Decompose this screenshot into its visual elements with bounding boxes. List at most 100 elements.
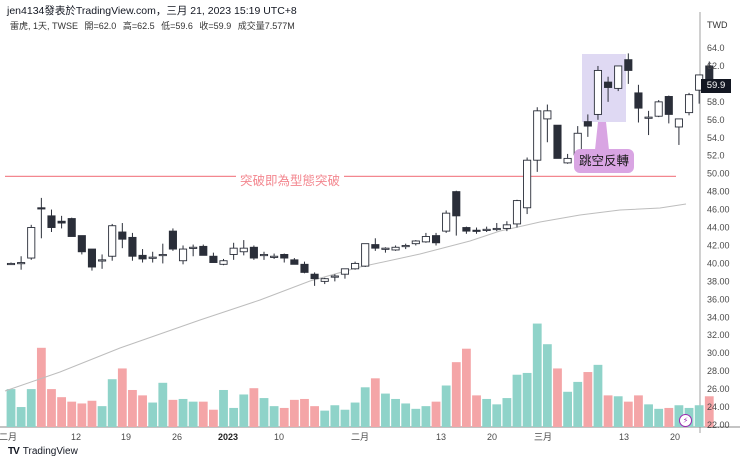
candle <box>189 244 198 257</box>
time-tick: 二月 <box>0 432 17 442</box>
volume-bar <box>644 404 653 427</box>
time-tick: 12 <box>71 432 81 442</box>
volume-bar <box>472 395 481 427</box>
price-tick: 26.00 <box>707 384 730 394</box>
candle <box>270 253 279 259</box>
volume-bar <box>168 399 178 427</box>
volume-bar <box>249 388 259 427</box>
volume-bar <box>542 344 552 427</box>
candle <box>624 53 633 84</box>
volume-bar <box>664 407 674 427</box>
volume-bar <box>158 382 168 427</box>
volume-bar <box>209 409 218 427</box>
candle <box>664 95 673 124</box>
volume-bar <box>441 385 451 427</box>
price-tick: 28.00 <box>707 366 730 376</box>
ohlc-legend: 雷虎, 1天, TWSE 開=62.0 高=62.5 低=59.6 收=59.9… <box>10 19 299 32</box>
candle <box>351 261 360 270</box>
legend-symbol: 雷虎, 1天, TWSE <box>10 21 79 31</box>
volume-bar <box>563 391 572 427</box>
volume-bar <box>482 398 492 427</box>
candle <box>391 245 400 251</box>
volume-bar <box>148 402 158 427</box>
candle <box>108 223 117 261</box>
volume-bar <box>381 393 390 427</box>
candle <box>199 244 208 256</box>
candle <box>17 256 26 270</box>
legend-close: 收=59.9 <box>199 21 232 31</box>
volume-bar <box>340 409 350 427</box>
volume-bar <box>573 381 583 427</box>
volume-bar <box>138 395 147 427</box>
volume-bar <box>26 389 36 427</box>
candle <box>482 226 491 233</box>
volume-bar <box>532 323 542 427</box>
candle <box>381 247 390 253</box>
tradingview-logo-icon: TV <box>8 446 20 457</box>
candle <box>300 261 309 274</box>
price-tick: 48.00 <box>707 187 730 197</box>
legend-volume: 成交量7.577M <box>237 21 295 31</box>
volume-bar <box>87 400 97 427</box>
lightning-icon[interactable]: ⚡ <box>679 414 692 427</box>
candle <box>27 224 36 260</box>
volume-bar <box>502 398 512 427</box>
volume-bar <box>310 406 319 427</box>
price-tick: 52.0 <box>707 151 725 161</box>
volume-bar <box>229 407 239 427</box>
candle <box>118 223 127 249</box>
volume-bar <box>370 378 380 427</box>
volume-bars <box>6 323 714 427</box>
candle <box>361 243 370 268</box>
tradingview-brand: TradingView <box>22 446 78 457</box>
footer-branding: TV TradingView <box>8 446 78 457</box>
candle <box>411 240 420 246</box>
price-tick: 24.00 <box>707 402 730 412</box>
volume-bar <box>674 405 684 427</box>
candle <box>553 124 562 159</box>
candle <box>37 197 46 239</box>
candle <box>604 76 613 102</box>
volume-bar <box>97 406 107 427</box>
candle <box>239 240 248 256</box>
time-tick: 10 <box>274 432 284 442</box>
candle <box>77 235 86 255</box>
candle <box>543 104 552 143</box>
volume-bar <box>6 389 16 427</box>
candle <box>674 118 683 145</box>
price-tick: 50.00 <box>707 169 730 179</box>
time-tick: 20 <box>670 432 680 442</box>
price-tick: 42.00 <box>707 240 730 250</box>
price-tick: 36.00 <box>707 294 730 304</box>
chart-publish-title: jen4134發表於TradingView.com，三月 21, 2023 15… <box>7 5 297 17</box>
time-tick: 13 <box>619 432 629 442</box>
volume-bar <box>391 398 400 427</box>
candle <box>168 228 177 251</box>
candle <box>209 252 218 263</box>
time-axis-ticks: 二月 12 19 26 2023 10 二月 13 20 三月 13 20 <box>0 432 680 442</box>
candle <box>644 110 653 136</box>
breakout-annotation: 突破即為型態突破 <box>236 170 345 189</box>
currency-label: TWD <box>707 20 728 30</box>
candle <box>684 92 694 116</box>
volume-bar <box>694 405 704 427</box>
candle <box>563 153 572 164</box>
candle <box>431 232 441 246</box>
candle <box>523 157 532 215</box>
time-tick: 2023 <box>218 432 238 442</box>
volume-bar <box>512 374 522 427</box>
volume-bar <box>553 368 562 427</box>
volume-bar <box>613 396 623 427</box>
candle <box>330 274 339 282</box>
volume-bar <box>603 395 613 427</box>
candle <box>148 251 157 263</box>
volume-bar <box>269 406 279 427</box>
candle <box>340 268 350 279</box>
price-tick: 30.00 <box>707 348 730 358</box>
candle <box>57 215 66 229</box>
candle <box>472 227 481 234</box>
volume-bar <box>188 401 198 427</box>
candle <box>421 232 430 243</box>
volume-bar <box>654 408 664 427</box>
